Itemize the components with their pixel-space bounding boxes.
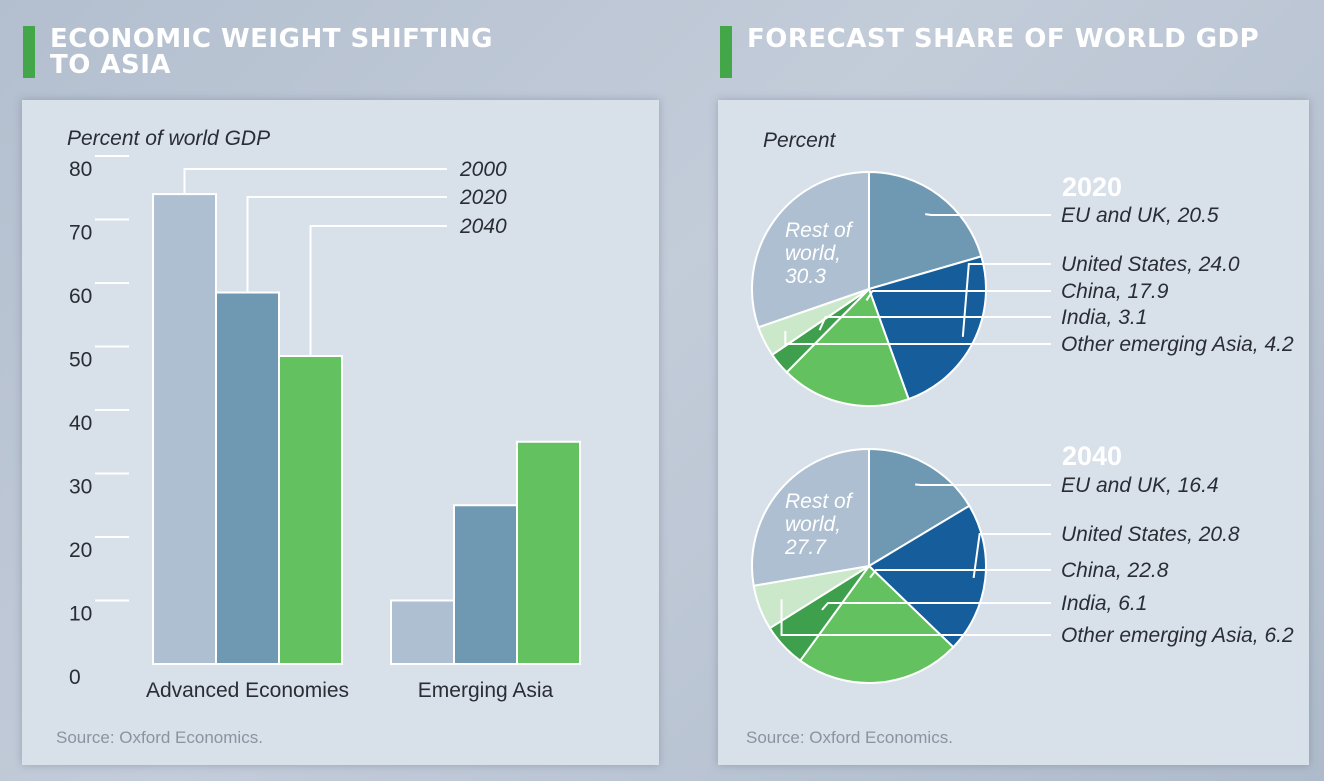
pie-slice-rest-of-world <box>751 170 870 329</box>
pie-leader-line <box>821 602 1051 611</box>
pie-rest-label: 30.3 <box>785 265 826 288</box>
pie-slice-eu-and-uk <box>868 447 971 568</box>
heading-accent-bar <box>23 26 35 78</box>
left-heading-line1: ECONOMIC WEIGHT SHIFTING <box>50 24 493 54</box>
bar-2000 <box>390 599 455 665</box>
pie-leader-line <box>925 213 1051 216</box>
y-tick-label: 20 <box>69 539 92 562</box>
legend-label-2040: 2040 <box>459 215 507 238</box>
right-heading-text: FORECAST SHARE OF WORLD GDP <box>747 24 1260 54</box>
pie-leader-line <box>972 533 1051 579</box>
pie-slice-united-states <box>867 504 987 649</box>
legend-label-2020: 2020 <box>459 186 507 209</box>
pie-rest-label: world, <box>785 513 841 536</box>
heading-accent-bar <box>720 26 732 78</box>
x-category-label: Emerging Asia <box>418 679 554 702</box>
pie-slice-united-states <box>867 255 987 401</box>
pie-slice-china <box>785 287 910 407</box>
pie-year-title: 2020 <box>1062 172 1122 202</box>
pie-slice-label: United States, 20.8 <box>1061 523 1240 546</box>
y-tick-label: 60 <box>69 285 92 308</box>
bar-2000 <box>152 193 217 665</box>
pie-rest-label: Rest of <box>785 219 854 242</box>
pie-leader-line <box>818 316 1051 331</box>
pie-year-title: 2040 <box>1062 441 1122 471</box>
pie-leader-line <box>865 290 1051 301</box>
pie-leader-line <box>780 599 1051 636</box>
pie-slice-rest-of-world <box>751 447 870 587</box>
bar-chart-panel: Percent of world GDP 0 10 20 30 40 50 60 70 80 Adv… <box>22 100 659 765</box>
y-tick-label: 10 <box>69 603 92 626</box>
right-heading: FORECAST SHARE OF WORLD GDP <box>720 26 1259 78</box>
pie-chart-panel: Percent 2020 EU and UK, 20.5 United States,… <box>718 100 1309 765</box>
pie-leader-line <box>961 263 1051 337</box>
pie-slice-label: EU and UK, 16.4 <box>1061 474 1219 497</box>
pie-leader-line <box>869 569 1051 579</box>
bar-2020 <box>453 504 518 665</box>
bar-2040 <box>278 355 343 665</box>
left-heading: ECONOMIC WEIGHT SHIFTING TO ASIA <box>23 26 493 78</box>
legend-leader-line <box>183 168 447 195</box>
pie-rest-label: world, <box>785 242 841 265</box>
y-tick-label: 40 <box>69 412 92 435</box>
pie-slice-label: China, 17.9 <box>1061 280 1169 303</box>
pie-chart-source: Source: Oxford Economics. <box>746 728 953 747</box>
left-heading-line2: TO ASIA <box>50 50 172 80</box>
legend-label-2000: 2000 <box>459 158 507 181</box>
pie-slice-label: India, 3.1 <box>1061 306 1147 329</box>
bar-2020 <box>215 291 280 665</box>
pie-rest-label: 27.7 <box>784 536 827 559</box>
legend-leader-line <box>309 225 447 357</box>
y-tick-label: 50 <box>69 349 92 372</box>
pie-slice-label: EU and UK, 20.5 <box>1061 204 1219 227</box>
y-tick-label: 80 <box>69 158 92 181</box>
pie-leader-line <box>784 330 1051 345</box>
legend-leader-line <box>246 196 447 293</box>
pie-slice-label: Other emerging Asia, 6.2 <box>1061 624 1294 647</box>
pie-unit-label: Percent <box>763 129 837 152</box>
pie-slice-label: India, 6.1 <box>1061 592 1147 615</box>
pie-slice-label: China, 22.8 <box>1061 559 1169 582</box>
pie-slice-label: United States, 24.0 <box>1061 253 1240 276</box>
bar-2040 <box>516 440 581 665</box>
bar-chart: Percent of world GDP 0 10 20 30 40 50 60 70 80 Adv… <box>67 127 581 702</box>
bar-chart-source: Source: Oxford Economics. <box>56 728 263 747</box>
y-tick-label: 30 <box>69 476 92 499</box>
y-axis-label: Percent of world GDP <box>67 127 270 150</box>
pie-rest-label: Rest of <box>785 490 854 513</box>
y-tick-label: 0 <box>69 666 81 689</box>
x-category-label: Advanced Economies <box>146 679 349 702</box>
pie-slice-china <box>798 564 955 684</box>
pie-slice-eu-and-uk <box>868 170 983 291</box>
y-tick-label: 70 <box>69 222 92 245</box>
pie-slice-label: Other emerging Asia, 4.2 <box>1061 333 1294 356</box>
